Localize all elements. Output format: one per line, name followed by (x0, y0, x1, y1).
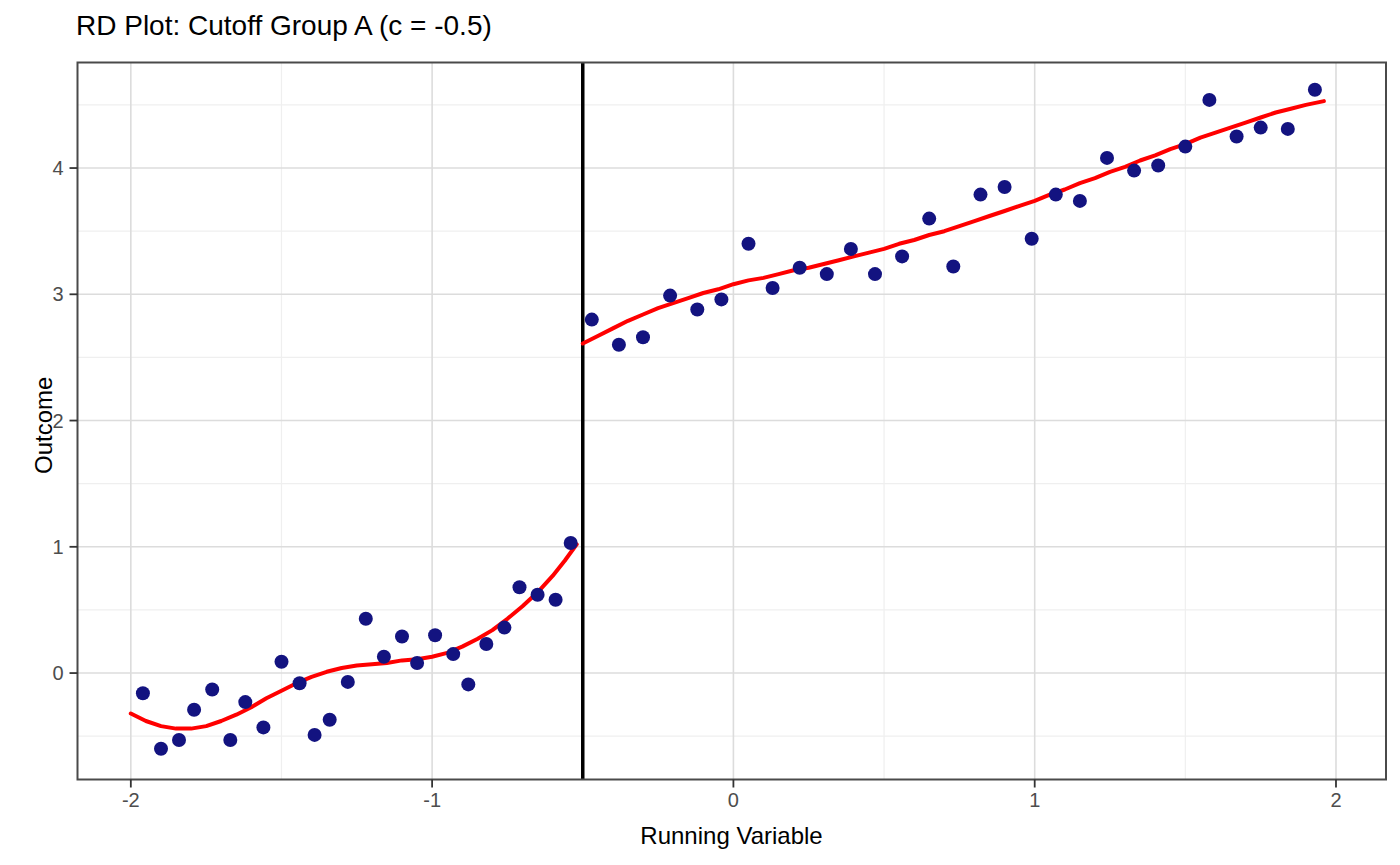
data-point (1254, 121, 1268, 135)
data-point (742, 237, 756, 251)
data-point (1281, 122, 1295, 136)
x-axis-title: Running Variable (77, 822, 1386, 850)
y-axis-title: Outcome (30, 377, 58, 474)
data-point (238, 695, 252, 709)
data-point (820, 267, 834, 281)
data-point (341, 675, 355, 689)
x-tick-label: 2 (1330, 789, 1341, 811)
y-tick-label: 0 (52, 662, 63, 684)
data-point (1230, 130, 1244, 144)
data-point (549, 593, 563, 607)
data-point (154, 742, 168, 756)
y-tick-label: 1 (52, 536, 63, 558)
data-point (275, 655, 289, 669)
data-point (1202, 93, 1216, 107)
data-point (308, 728, 322, 742)
data-point (205, 683, 219, 697)
data-point (446, 647, 460, 661)
data-point (410, 656, 424, 670)
data-point (564, 536, 578, 550)
data-point (223, 733, 237, 747)
data-point (636, 330, 650, 344)
data-point (531, 588, 545, 602)
data-point (1127, 164, 1141, 178)
data-point (172, 733, 186, 747)
data-point (690, 303, 704, 317)
data-point (513, 580, 527, 594)
x-tick-label: 0 (728, 789, 739, 811)
data-point (359, 612, 373, 626)
data-point (1025, 232, 1039, 246)
x-tick-label: -1 (423, 789, 441, 811)
data-point (1308, 83, 1322, 97)
data-point (428, 628, 442, 642)
data-point (844, 242, 858, 256)
data-point (612, 338, 626, 352)
data-point (1151, 159, 1165, 173)
x-tick-label: 1 (1029, 789, 1040, 811)
data-point (1073, 194, 1087, 208)
data-point (293, 676, 307, 690)
data-point (793, 261, 807, 275)
data-point (946, 260, 960, 274)
data-point (136, 686, 150, 700)
plot-title: RD Plot: Cutoff Group A (c = -0.5) (76, 10, 492, 42)
data-point (479, 637, 493, 651)
x-tick-label: -2 (122, 789, 140, 811)
y-tick-label: 4 (52, 157, 63, 179)
data-point (895, 249, 909, 263)
data-point (1049, 188, 1063, 202)
data-point (377, 650, 391, 664)
data-point (497, 621, 511, 635)
data-point (1178, 140, 1192, 154)
data-point (974, 188, 988, 202)
data-point (922, 212, 936, 226)
chart-canvas: -2-101201234 (0, 0, 1400, 865)
data-point (323, 713, 337, 727)
y-tick-label: 3 (52, 283, 63, 305)
data-point (256, 720, 270, 734)
data-point (1100, 151, 1114, 165)
data-point (714, 292, 728, 306)
data-point (585, 313, 599, 327)
data-point (663, 289, 677, 303)
data-point (868, 267, 882, 281)
data-point (395, 630, 409, 644)
data-point (766, 281, 780, 295)
data-point (461, 677, 475, 691)
data-point (187, 703, 201, 717)
data-point (998, 180, 1012, 194)
